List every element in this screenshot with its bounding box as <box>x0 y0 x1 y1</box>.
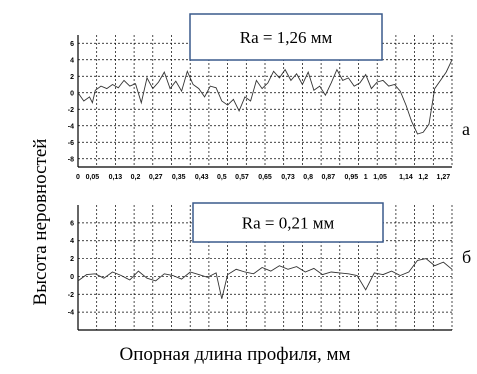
panel-a-x-tick-label: 1,27 <box>437 174 451 181</box>
panel-a-y-tick-label: 4 <box>70 57 74 64</box>
panel-a-x-tick-label: 0,73 <box>281 174 295 181</box>
panel-a-ra-box <box>189 13 383 61</box>
panel-b-y-tick-label: -2 <box>68 292 74 299</box>
panel-a-x-tick-label: 0,8 <box>303 174 313 181</box>
panel-a-x-tick-label: 0,65 <box>258 174 272 181</box>
panel-a-x-tick-label: 0 <box>76 174 80 181</box>
panel-a-x-tick-label: 0,57 <box>235 174 249 181</box>
panel-a-y-tick-label: -8 <box>68 156 74 163</box>
panel-a-x-tick-label: 0,95 <box>344 174 358 181</box>
panel-a-x-tick-label: 0,35 <box>172 174 186 181</box>
panel-a-profile-line <box>77 59 453 135</box>
panel-b-y-tick-label: 2 <box>70 256 74 263</box>
panel-b-ra-label: Ra = 0,21 мм <box>242 214 335 233</box>
panel-a-x-tick-label: 0,5 <box>217 174 227 181</box>
panel-a-y-tick-label: 6 <box>70 41 74 48</box>
panel-a-x-tick-label: 0,2 <box>131 174 141 181</box>
panel-a-y-tick-label: -6 <box>68 140 74 147</box>
panel-a-x-tick-label: 1 <box>364 174 368 181</box>
panel-a-x-tick-label: 1,05 <box>373 174 387 181</box>
panel-a-x-tick-label: 1,14 <box>399 174 413 181</box>
panel-b-y-tick-label: 4 <box>70 238 74 245</box>
panel-b-profile-line <box>77 258 453 299</box>
panel-a-x-tick-label: 0,13 <box>109 174 123 181</box>
panel-a-y-tick-label: 0 <box>70 90 74 97</box>
panel-b-y-tick-label: 6 <box>70 220 74 227</box>
panel-b-ra-box <box>192 202 384 243</box>
panel-a-x-tick-label: 0,43 <box>195 174 209 181</box>
panel-b: 6 4 2 0 -2 -4 Ra = 0,21 мм б <box>68 202 471 331</box>
x-axis-label: Опорная длина профиля, мм <box>119 344 350 365</box>
panel-a-y-tick-label: -4 <box>68 123 74 130</box>
panel-b-letter: б <box>462 247 471 267</box>
panel-a-letter: а <box>462 119 470 139</box>
panel-a-ra-label: Ra = 1,26 мм <box>240 28 333 47</box>
panel-b-y-tick-label: 0 <box>70 274 74 281</box>
y-axis-label: Высота неровностей <box>30 139 51 306</box>
panel-a-y-tick-label: 2 <box>70 74 74 81</box>
panel-b-y-tick-label: -4 <box>68 310 74 317</box>
panel-a-x-tick-label: 1,2 <box>418 174 428 181</box>
panel-a: 6 4 2 0 -2 -4 -6 -8 0 0,05 0,13 0,2 0,27 0,35 0,43 0,5 0… <box>68 13 470 181</box>
panel-a-y-tick-label: -2 <box>68 107 74 114</box>
panel-a-x-tick-label: 0,05 <box>86 174 100 181</box>
panel-a-x-tick-label: 0,87 <box>321 174 335 181</box>
panel-a-x-tick-label: 0,27 <box>149 174 163 181</box>
